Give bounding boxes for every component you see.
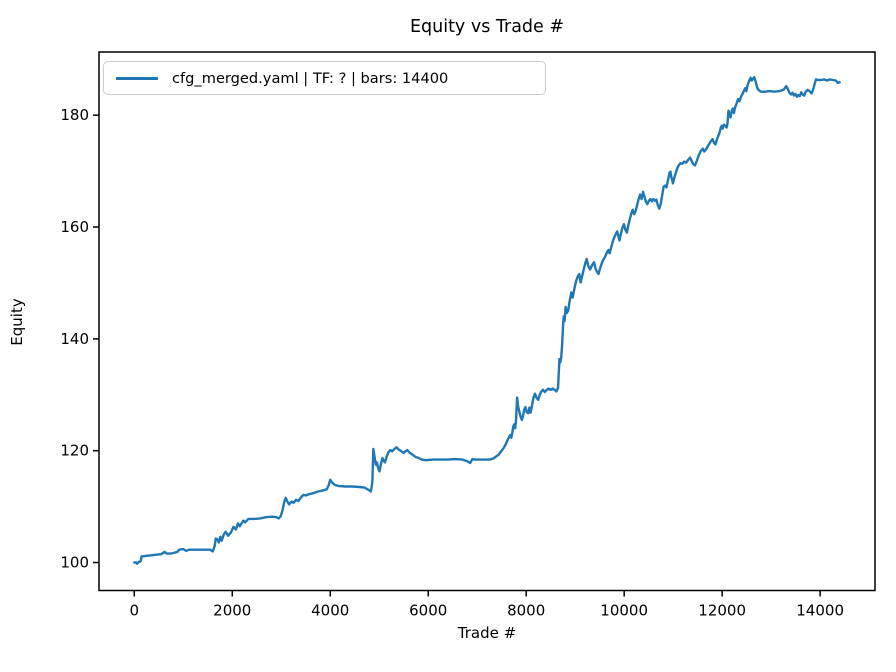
x-tick-label: 12000 <box>698 602 746 620</box>
chart-title: Equity vs Trade # <box>409 17 565 37</box>
y-axis-label: Equity <box>8 298 26 346</box>
equity-curve-line <box>133 76 841 565</box>
x-tick-label: 0 <box>129 602 139 620</box>
x-tick-label: 8000 <box>507 602 545 620</box>
y-tick-label: 140 <box>60 330 89 348</box>
y-tick-label: 100 <box>60 554 89 572</box>
y-tick-label: 160 <box>60 218 89 236</box>
y-tick-label: 180 <box>60 106 89 124</box>
legend-label: cfg_merged.yaml | TF: ? | bars: 14400 <box>172 69 449 87</box>
y-tick-label: 120 <box>60 442 89 460</box>
x-tick-label: 4000 <box>311 602 349 620</box>
legend: cfg_merged.yaml | TF: ? | bars: 14400 <box>103 61 546 95</box>
axes-spine <box>98 51 876 592</box>
x-tick-label: 14000 <box>796 602 844 620</box>
x-tick-label: 10000 <box>600 602 648 620</box>
x-tick-label: 2000 <box>213 602 251 620</box>
x-axis-label: Trade # <box>457 624 517 642</box>
x-tick-label: 6000 <box>409 602 447 620</box>
legend-line-swatch <box>116 76 158 80</box>
